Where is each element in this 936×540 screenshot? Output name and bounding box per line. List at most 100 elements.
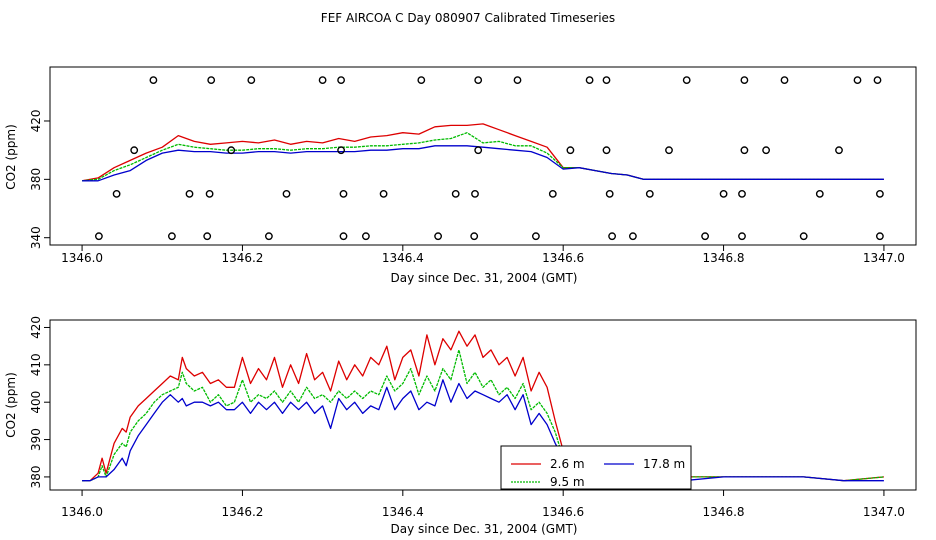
bottom-panel: 1346.0 1346.2 1346.4 1346.6 1346.8 1347.0 380… [4, 316, 917, 536]
calibration-marker-34 [548, 189, 557, 198]
top-series-9-5-m [82, 132, 884, 182]
legend-label-9-5m: 9.5 m [550, 475, 585, 489]
calibration-marker-1 [149, 76, 158, 85]
calibration-marker-31 [379, 189, 388, 198]
calibration-marker-51 [629, 232, 637, 241]
bottom-xtick-label-1347-0: 1347.0 [863, 505, 905, 519]
calibration-marker-42 [167, 232, 176, 241]
calibration-marker-38 [738, 189, 746, 198]
calibration-marker-14 [853, 76, 862, 85]
calibration-marker-45 [339, 232, 348, 241]
calibration-marker-50 [608, 232, 616, 241]
calibration-marker-19 [474, 146, 483, 155]
calibration-marker-52 [701, 232, 709, 241]
calibration-marker-35 [605, 189, 614, 198]
top-series-layer [81, 123, 884, 182]
top-x-axis-label: Day since Dec. 31, 2004 (GMT) [391, 271, 578, 285]
bottom-xtick-label-1346-6: 1346.6 [542, 505, 584, 519]
bottom-xaxis: 1346.0 1346.2 1346.4 1346.6 1346.8 1347.0 [61, 489, 905, 519]
bottom-ytick-label-380: 380 [29, 465, 43, 488]
top-ytick-label-380: 380 [29, 168, 43, 191]
calibration-marker-20 [566, 146, 575, 155]
bottom-xtick-label-1346-2: 1346.2 [221, 505, 263, 519]
top-xaxis: 1346.0 1346.2 1346.4 1346.6 1346.8 1347.0 [61, 244, 905, 265]
calibration-marker-47 [434, 232, 442, 241]
calibration-marker-55 [876, 232, 884, 241]
bottom-x-axis-label: Day since Dec. 31, 2004 (GMT) [391, 522, 578, 536]
calibration-marker-41 [95, 232, 103, 241]
calibration-marker-9 [585, 76, 594, 85]
top-marker-layer [95, 76, 884, 241]
top-plot-frame [49, 66, 917, 246]
calibration-marker-16 [130, 146, 139, 155]
calibration-marker-2 [207, 76, 216, 85]
top-xtick-label-1346-6: 1346.6 [542, 251, 584, 265]
calibration-marker-39 [815, 189, 824, 198]
top-xtick-label-1346-2: 1346.2 [221, 251, 263, 265]
calibration-marker-28 [205, 189, 214, 198]
calibration-marker-43 [203, 232, 212, 241]
calibration-marker-53 [738, 232, 746, 241]
calibration-marker-29 [282, 189, 291, 198]
bottom-series-17-8-m [82, 379, 884, 482]
calibration-marker-10 [602, 76, 611, 85]
calibration-marker-46 [361, 232, 370, 241]
bottom-plot-frame [49, 319, 917, 491]
bottom-xtick-label-1346-8: 1346.8 [703, 505, 745, 519]
calibration-marker-49 [532, 232, 540, 241]
top-ytick-label-340: 340 [29, 226, 43, 249]
calibration-marker-23 [740, 146, 749, 155]
bottom-series-2-6-m [82, 330, 884, 482]
calibration-marker-30 [339, 189, 348, 198]
top-xtick-label-1346-4: 1346.4 [382, 251, 424, 265]
calibration-marker-6 [417, 76, 426, 85]
bottom-ytick-label-420: 420 [29, 316, 43, 339]
calibration-marker-40 [876, 189, 884, 198]
figure-title: FEF AIRCOA C Day 080907 Calibrated Times… [321, 11, 615, 25]
bottom-yaxis: 380 390 400 410 420 [29, 316, 51, 488]
bottom-y-axis-label: CO2 (ppm) [4, 372, 18, 438]
legend: 2.6 m 9.5 m 17.8 m [500, 445, 692, 490]
calibration-marker-4 [318, 76, 327, 85]
calibration-marker-54 [799, 232, 808, 241]
calibration-marker-18 [337, 146, 345, 155]
bottom-ytick-label-400: 400 [29, 391, 43, 414]
calibration-marker-13 [780, 76, 789, 85]
calibration-marker-5 [337, 76, 345, 85]
calibration-marker-24 [762, 146, 770, 155]
bottom-series-9-5-m [82, 349, 884, 482]
bottom-ytick-label-390: 390 [29, 428, 43, 451]
top-y-axis-label: CO2 (ppm) [4, 124, 18, 190]
top-xtick-label-1346-0: 1346.0 [61, 251, 103, 265]
top-xtick-label-1347-0: 1347.0 [863, 251, 905, 265]
bottom-ytick-label-410: 410 [29, 353, 43, 376]
top-yaxis: 340 380 420 [29, 110, 51, 249]
top-series-17-8-m [82, 145, 884, 182]
calibration-marker-33 [471, 189, 479, 198]
calibration-marker-3 [247, 76, 256, 85]
calibration-marker-44 [264, 232, 273, 241]
top-ytick-label-420: 420 [29, 110, 43, 133]
bottom-xtick-label-1346-4: 1346.4 [382, 505, 424, 519]
calibration-marker-15 [873, 76, 882, 85]
calibration-marker-22 [665, 146, 673, 155]
calibration-marker-8 [513, 76, 522, 85]
calibration-marker-37 [719, 189, 728, 198]
top-panel: 1346.0 1346.2 1346.4 1346.6 1346.8 1347.0 340… [4, 66, 917, 285]
legend-label-17-8m: 17.8 m [643, 457, 685, 471]
bottom-series-layer [82, 330, 884, 482]
calibration-marker-32 [451, 189, 460, 198]
calibration-marker-25 [835, 146, 843, 155]
calibration-marker-27 [185, 189, 194, 198]
calibration-marker-11 [682, 76, 691, 85]
bottom-xtick-label-1346-0: 1346.0 [61, 505, 103, 519]
calibration-marker-48 [470, 232, 479, 241]
calibration-marker-12 [740, 76, 749, 85]
calibration-marker-7 [474, 76, 483, 85]
calibration-marker-21 [602, 146, 611, 155]
calibration-marker-36 [645, 189, 654, 198]
legend-label-2-6m: 2.6 m [550, 457, 585, 471]
top-xtick-label-1346-8: 1346.8 [703, 251, 745, 265]
calibration-marker-17 [227, 146, 236, 155]
